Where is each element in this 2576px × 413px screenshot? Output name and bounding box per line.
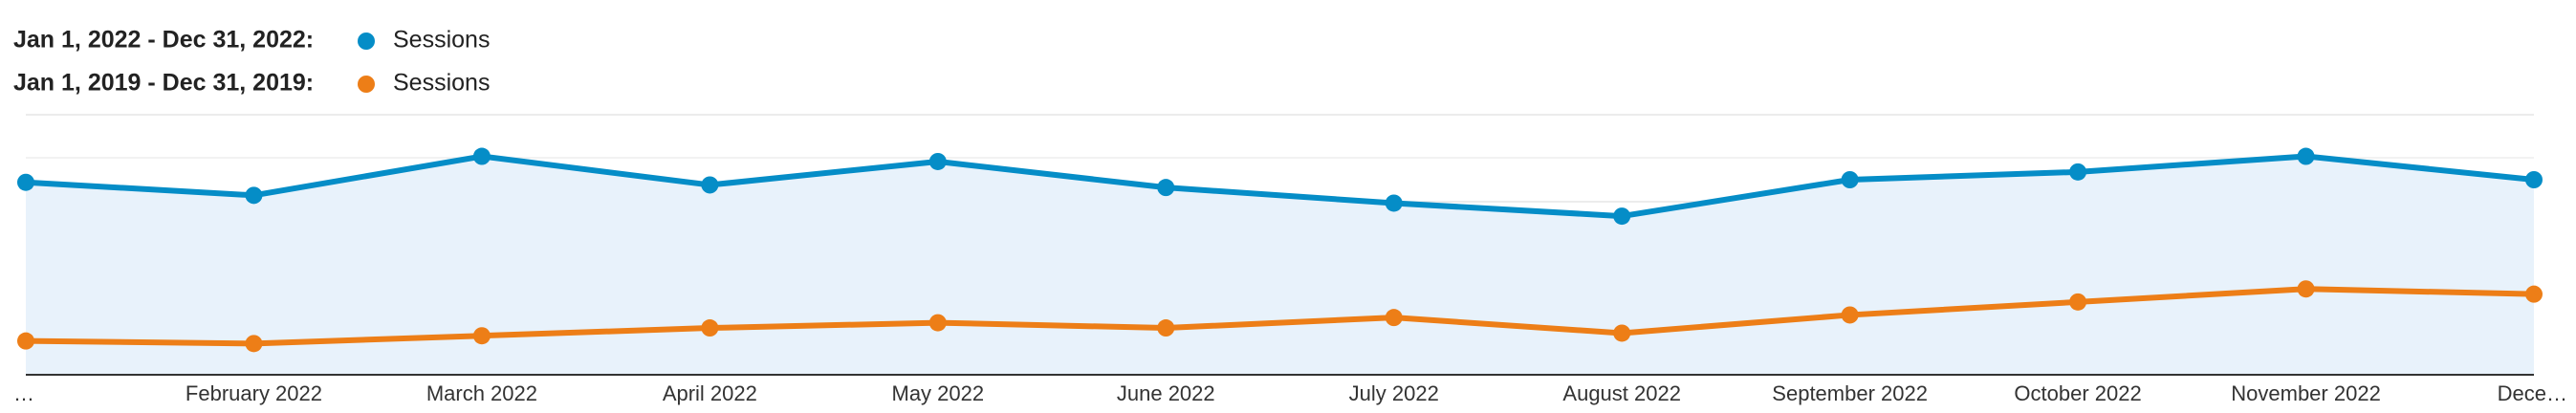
- line: [25, 286, 2535, 347]
- point: [1841, 171, 1859, 188]
- point: [245, 335, 263, 353]
- x-tick-label: August 2022: [1562, 381, 1681, 405]
- x-tick-label: July 2022: [1349, 381, 1439, 405]
- x-tick-label: April 2022: [663, 381, 757, 405]
- point: [1385, 194, 1403, 212]
- point: [2525, 171, 2543, 188]
- point: [17, 332, 34, 350]
- x-tick-label: March 2022: [426, 381, 537, 405]
- legend-period: Jan 1, 2019 - Dec 31, 2019:: [13, 70, 314, 97]
- legend-label: Sessions: [393, 27, 490, 54]
- point: [472, 147, 491, 165]
- point: [1385, 309, 1403, 327]
- x-tick-label: September 2022: [1772, 381, 1928, 405]
- point: [2525, 285, 2543, 303]
- legend-label: Sessions: [393, 70, 490, 97]
- point: [928, 152, 947, 170]
- x-tick-label: May 2022: [892, 381, 985, 405]
- legend-period: Jan 1, 2022 - Dec 31, 2022:: [13, 27, 314, 54]
- point: [1157, 179, 1175, 197]
- line: [25, 153, 2535, 220]
- x-tick-label: October 2022: [2014, 381, 2141, 405]
- point: [2297, 280, 2315, 298]
- point: [701, 319, 719, 337]
- area: [26, 156, 2534, 375]
- x-tick-label: Dece…: [2498, 381, 2567, 405]
- point: [2069, 293, 2087, 311]
- point: [1157, 319, 1175, 337]
- point: [1613, 207, 1631, 226]
- x-tick-label: November 2022: [2231, 381, 2381, 405]
- point: [2069, 163, 2087, 181]
- point: [472, 327, 491, 345]
- x-tick-label: June 2022: [1117, 381, 1215, 405]
- legend-marker: [358, 76, 375, 93]
- point: [1841, 306, 1859, 324]
- point: [17, 173, 34, 191]
- point: [701, 176, 719, 194]
- legend-marker: [358, 33, 375, 50]
- x-tick-label: February 2022: [186, 381, 322, 405]
- point: [1613, 324, 1631, 342]
- point: [2297, 147, 2315, 165]
- point: [928, 314, 947, 332]
- point: [245, 186, 263, 205]
- x-tick-label: …: [13, 381, 34, 405]
